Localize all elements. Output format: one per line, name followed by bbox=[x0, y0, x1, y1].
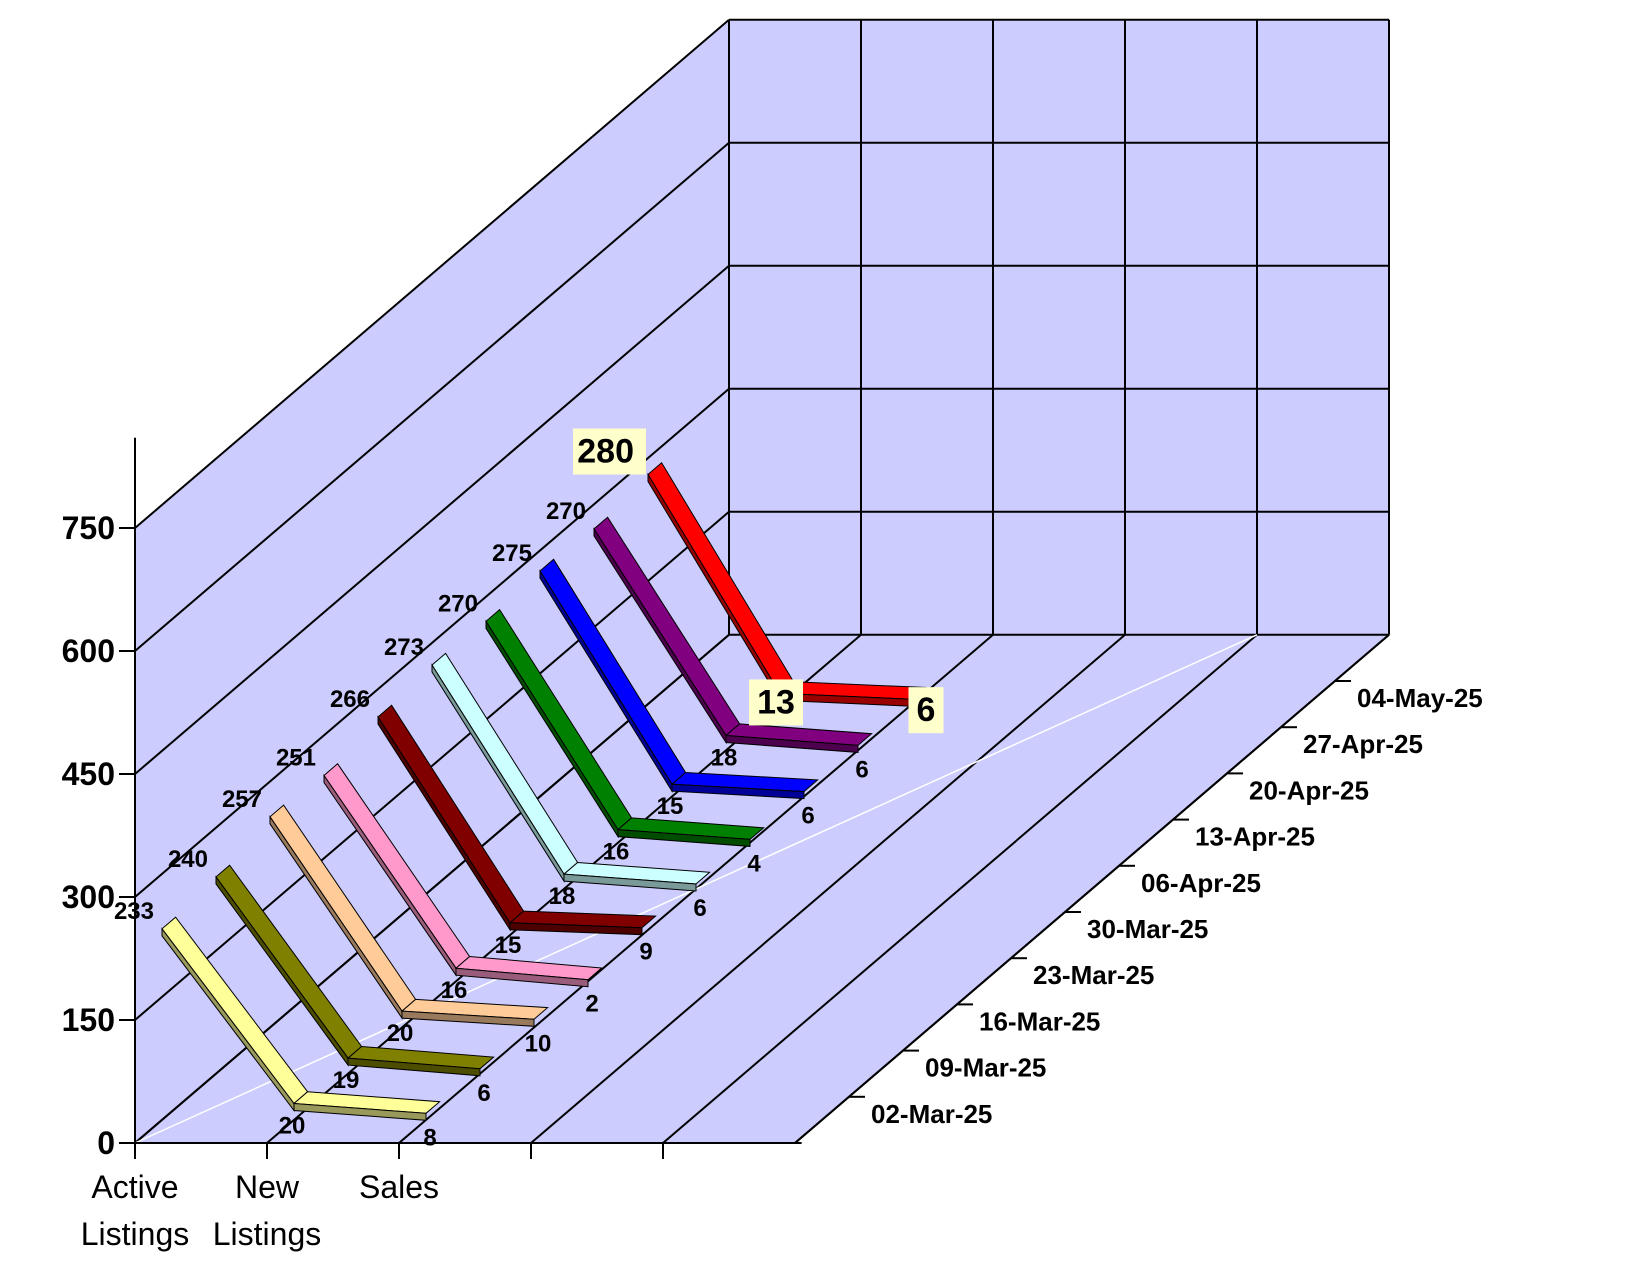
data-label: 20 bbox=[279, 1113, 306, 1140]
chart-side-wall bbox=[135, 19, 729, 1143]
data-label-box bbox=[908, 687, 944, 734]
data-label: 4 bbox=[747, 850, 761, 877]
data-label: 6 bbox=[477, 1080, 490, 1107]
data-label: 13 bbox=[757, 683, 795, 721]
data-label: 6 bbox=[801, 803, 814, 830]
data-label: 15 bbox=[657, 793, 684, 820]
data-label: 273 bbox=[384, 634, 424, 661]
data-label: 233 bbox=[114, 898, 154, 925]
y-tick-label: 450 bbox=[62, 756, 115, 792]
chart-data-labels: 233 20 8 240 19 6 257 20 10 251 16 2 266 15 9 273 18 6 270… bbox=[114, 428, 944, 1151]
depth-axis-line bbox=[794, 634, 1390, 1144]
data-label: 257 bbox=[222, 786, 262, 813]
data-label: 280 bbox=[577, 433, 634, 471]
series-line-20-Apr-25 bbox=[539, 558, 819, 800]
data-label: 20 bbox=[387, 1020, 414, 1047]
data-label: 251 bbox=[276, 744, 316, 771]
depth-tick-label: 13-Apr-25 bbox=[1195, 822, 1315, 852]
data-label: 2 bbox=[585, 991, 598, 1018]
series-line-30-Mar-25 bbox=[377, 704, 657, 936]
depth-tick-label: 16-Mar-25 bbox=[979, 1006, 1100, 1036]
series-line-23-Mar-25 bbox=[323, 763, 603, 988]
side-wall-gridline bbox=[134, 265, 730, 775]
side-wall-gridline bbox=[134, 511, 730, 1021]
y-tick-label: 300 bbox=[62, 879, 115, 915]
series-line-09-Mar-25 bbox=[215, 864, 495, 1077]
data-label: 10 bbox=[525, 1030, 552, 1057]
depth-tick-label: 30-Mar-25 bbox=[1087, 914, 1208, 944]
depth-tick-label: 27-Apr-25 bbox=[1303, 729, 1423, 759]
chart-walls bbox=[135, 19, 1389, 1143]
data-label: 19 bbox=[333, 1067, 360, 1094]
data-label-box bbox=[749, 679, 803, 726]
series-segment-side bbox=[671, 783, 805, 800]
data-label: 16 bbox=[603, 839, 630, 866]
y-tick-label: 600 bbox=[62, 633, 115, 669]
chart-axes: 0 150 300 450 600 750 Active Listings New Listing… bbox=[62, 437, 1483, 1252]
side-wall-gridline bbox=[134, 142, 730, 652]
category-label-line2: Listings bbox=[213, 1216, 322, 1252]
category-label: New bbox=[235, 1169, 300, 1205]
data-label: 6 bbox=[855, 756, 868, 783]
data-label: 8 bbox=[423, 1124, 436, 1151]
data-label: 270 bbox=[546, 498, 586, 525]
series-segment-side bbox=[563, 873, 697, 892]
floor-gridline bbox=[662, 634, 1258, 1144]
series-segment-side bbox=[509, 922, 643, 936]
data-label: 18 bbox=[549, 883, 576, 910]
data-label: 6 bbox=[693, 895, 706, 922]
depth-tick-label: 20-Apr-25 bbox=[1249, 775, 1369, 805]
category-label: Active bbox=[91, 1169, 178, 1205]
series-line-02-Mar-25 bbox=[161, 916, 441, 1121]
series-segment-side bbox=[725, 734, 859, 753]
category-label: Sales bbox=[359, 1169, 439, 1205]
side-wall-gridline bbox=[134, 19, 730, 529]
chart-series bbox=[161, 462, 927, 1121]
data-label: 266 bbox=[330, 686, 370, 713]
depth-tick-label: 23-Mar-25 bbox=[1033, 960, 1154, 990]
depth-tick-label: 04-May-25 bbox=[1357, 683, 1483, 713]
series-line-27-Apr-25 bbox=[593, 516, 873, 753]
data-label: 275 bbox=[492, 540, 532, 567]
series-segment-side bbox=[455, 967, 589, 988]
data-label: 6 bbox=[917, 691, 936, 729]
y-tick-label: 150 bbox=[62, 1002, 115, 1038]
depth-tick-label: 09-Mar-25 bbox=[925, 1053, 1046, 1083]
depth-tick-label: 06-Apr-25 bbox=[1141, 868, 1261, 898]
series-segment-side bbox=[617, 829, 751, 847]
data-label: 270 bbox=[438, 590, 478, 617]
series-segment-side bbox=[401, 1010, 535, 1027]
data-label: 18 bbox=[711, 745, 738, 772]
y-tick-label: 750 bbox=[62, 510, 115, 546]
data-label: 15 bbox=[495, 932, 522, 959]
series-segment-side bbox=[293, 1102, 427, 1121]
depth-tick-label: 02-Mar-25 bbox=[871, 1099, 992, 1129]
y-tick-label: 0 bbox=[97, 1125, 115, 1161]
category-label-line2: Listings bbox=[81, 1216, 190, 1252]
series-line-06-Apr-25 bbox=[431, 652, 711, 892]
data-label: 16 bbox=[441, 977, 468, 1004]
data-label-box bbox=[573, 428, 646, 475]
chart-back-wall bbox=[729, 19, 1389, 635]
floor-gridline bbox=[530, 634, 1126, 1144]
data-label: 9 bbox=[639, 939, 652, 966]
series-segment-side bbox=[347, 1057, 481, 1077]
series-line-13-Apr-25 bbox=[485, 608, 765, 847]
data-label: 240 bbox=[168, 846, 208, 873]
series-line-16-Mar-25 bbox=[269, 804, 549, 1027]
